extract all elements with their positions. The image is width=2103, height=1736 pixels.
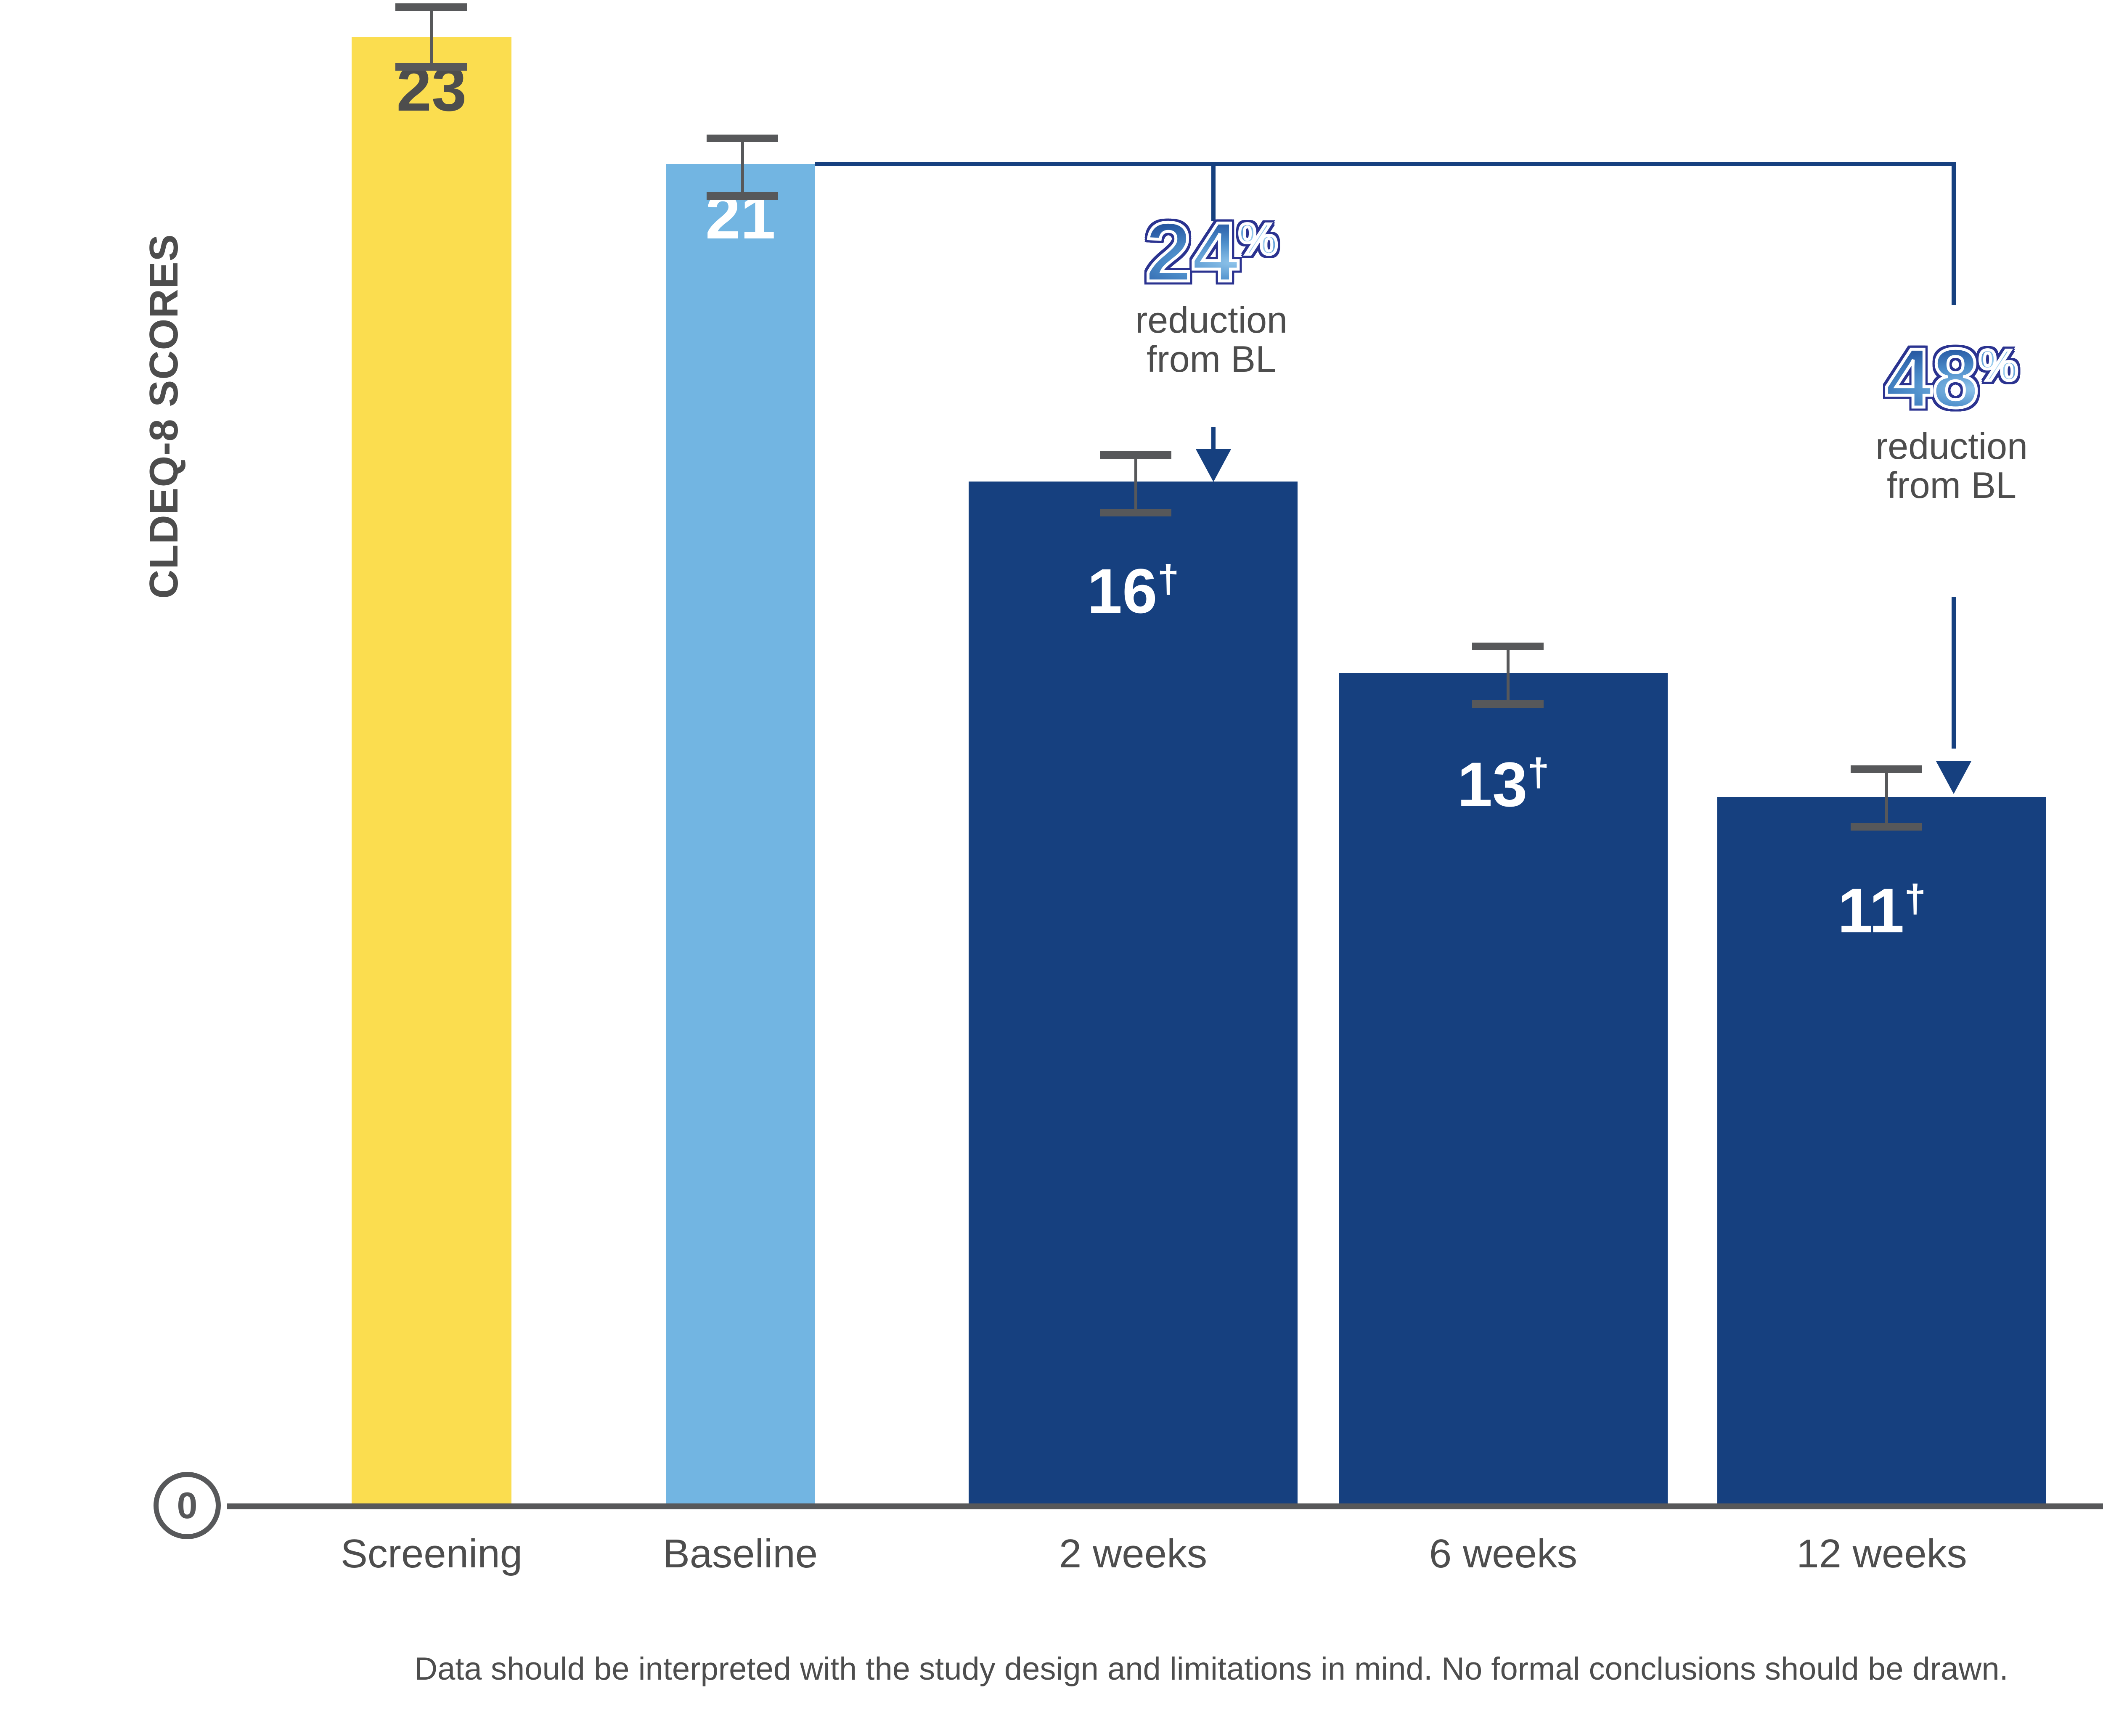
annotation-arrow-head-12wk xyxy=(1936,761,1971,794)
x-tick-label-screening: Screening xyxy=(340,1531,523,1576)
annotation-connector-vertical-2wk xyxy=(1211,162,1216,221)
error-bar-stem xyxy=(1507,643,1510,708)
error-bar-cap-lower xyxy=(707,192,778,200)
x-tick-label-12-weeks: 12 weeks xyxy=(1796,1531,1967,1576)
error-bar-cap-upper xyxy=(1472,643,1544,650)
error-bar-cap-lower xyxy=(1100,509,1171,516)
callout-reduction-12-weeks: 48% reduction from BL xyxy=(1804,335,2099,506)
bar-12-weeks: 11† xyxy=(1717,797,2046,1503)
error-bar-cap-upper xyxy=(707,135,778,142)
annotation-connector-vertical-12wk xyxy=(1952,162,1956,305)
error-bar-stem xyxy=(741,135,744,200)
callout-percent-12-weeks: 48% xyxy=(1804,335,2099,422)
callout-caption-12-weeks: reduction from BL xyxy=(1875,425,2028,506)
annotation-arrow-shaft-12wk xyxy=(1952,597,1956,749)
bar-6-weeks: 13† xyxy=(1339,673,1668,1503)
annotation-arrow-head-2wk xyxy=(1196,449,1231,482)
x-axis-line xyxy=(227,1503,2103,1509)
callout-percent-2-weeks: 24% xyxy=(1064,209,1359,296)
error-bar-cap-lower xyxy=(395,63,467,71)
x-tick-label-2-weeks: 2 weeks xyxy=(1059,1531,1208,1576)
error-bar-2-weeks xyxy=(1083,451,1188,516)
error-bar-6-weeks xyxy=(1455,643,1560,708)
bar-screening: 23 xyxy=(352,37,511,1503)
bar-baseline: 21 xyxy=(666,164,815,1503)
error-bar-cap-upper xyxy=(395,3,467,11)
bar-value-6-weeks: 13† xyxy=(1457,749,1549,820)
bar-value-2-weeks: 16† xyxy=(1087,556,1179,626)
x-tick-label-6-weeks: 6 weeks xyxy=(1429,1531,1578,1576)
error-bar-cap-upper xyxy=(1100,451,1171,459)
y-axis-title: CLDEQ-8 SCORES xyxy=(141,234,186,599)
chart-footnote: Data should be interpreted with the stud… xyxy=(414,1651,2008,1687)
bar-value-12-weeks: 11† xyxy=(1837,875,1926,946)
annotation-connector-horizontal xyxy=(815,162,1956,166)
error-bar-cap-lower xyxy=(1851,823,1922,831)
error-bar-stem xyxy=(430,3,433,71)
error-bar-stem xyxy=(1134,451,1137,516)
error-bar-screening xyxy=(379,3,484,71)
error-bar-stem xyxy=(1885,765,1888,831)
origin-zero-marker: 0 xyxy=(154,1472,221,1539)
error-bar-cap-lower xyxy=(1472,700,1544,708)
error-bar-12-weeks xyxy=(1834,765,1939,831)
error-bar-baseline xyxy=(690,135,795,200)
x-tick-label-baseline: Baseline xyxy=(662,1531,818,1576)
annotation-arrow-shaft-2wk xyxy=(1211,427,1216,465)
bar-2-weeks: 16† xyxy=(969,482,1298,1503)
callout-reduction-2-weeks: 24% reduction from BL xyxy=(1064,209,1359,380)
error-bar-cap-upper xyxy=(1851,765,1922,773)
callout-caption-2-weeks: reduction from BL xyxy=(1135,299,1287,380)
